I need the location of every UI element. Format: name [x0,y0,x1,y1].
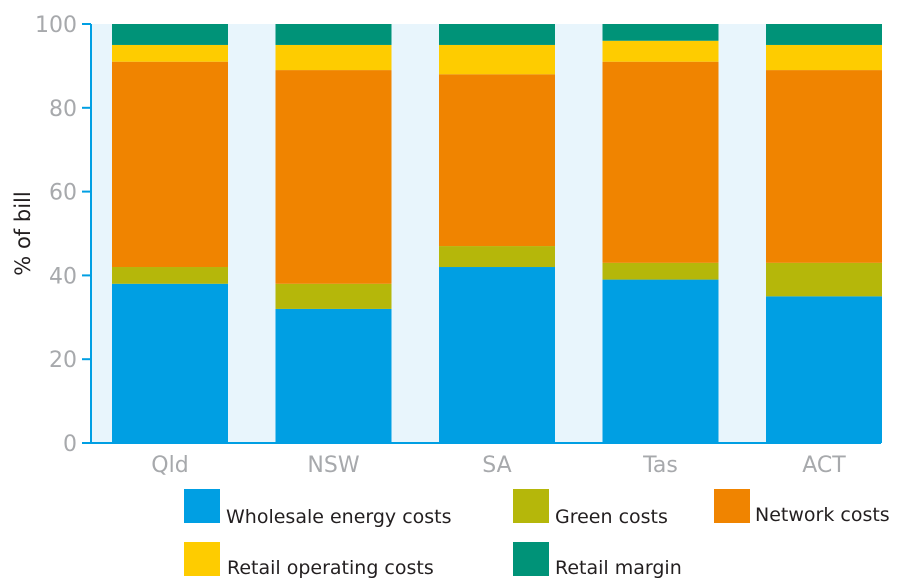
bar-segment-nsw-3 [275,70,392,284]
bar-segment-qld-5 [112,24,228,45]
y-tick-labels: 0 20 40 60 80 100 [35,13,91,457]
legend-label: Retail margin [555,557,682,579]
bar-segment-sa-3 [439,74,555,247]
bar-segment-nsw-4 [275,44,392,71]
legend-item-1: Wholesale energy costs [184,489,452,528]
bar-segment-sa-2 [439,246,555,268]
x-tick-label-tas: Tas [642,453,678,478]
x-tick-labels: Qld NSW SA Tas ACT [151,453,846,478]
legend-item-2: Green costs [513,489,668,528]
bar-segment-tas-4 [602,40,719,62]
bar-segment-act-5 [766,24,882,45]
bar-segment-act-3 [766,70,882,263]
y-tick-label: 80 [49,97,77,122]
bar-segment-nsw-2 [275,283,392,309]
legend-label: Wholesale energy costs [226,506,452,528]
legend-item-5: Retail margin [513,542,682,579]
bar-segment-qld-2 [112,267,228,284]
bar-segment-qld-3 [112,61,228,268]
bar-segment-act-2 [766,262,882,297]
x-tick-label-nsw: NSW [307,453,359,478]
x-tick-label-sa: SA [482,453,511,478]
x-tick-label-act: ACT [802,453,846,478]
bar-segment-qld-1 [112,283,228,443]
legend-item-4: Retail operating costs [184,542,434,579]
legend-label: Green costs [555,506,668,528]
bar-segment-nsw-1 [275,308,392,443]
y-tick-label: 40 [49,264,77,289]
bar-segment-nsw-5 [275,24,392,45]
bar-segment-sa-4 [439,44,555,75]
x-tick-label-qld: Qld [151,453,188,478]
bar-segment-sa-5 [439,24,555,45]
bar-segment-sa-1 [439,267,555,443]
bar-segment-act-1 [766,296,882,443]
y-tick-label: 60 [49,181,77,206]
y-tick-label: 0 [63,432,77,457]
legend-label: Network costs [755,504,890,526]
legend-swatch [513,542,549,576]
y-axis-title: % of bill [11,191,35,275]
bar-segment-tas-2 [602,262,719,280]
y-tick-label: 100 [35,13,77,38]
bar-segment-tas-5 [602,24,719,41]
bar-segment-act-4 [766,44,882,71]
bar-segment-tas-1 [602,279,719,443]
y-tick-label: 20 [49,348,77,373]
legend-item-3: Network costs [714,489,890,526]
legend-swatch [184,542,220,576]
legend-label: Retail operating costs [227,557,434,579]
bar-segment-qld-4 [112,44,228,62]
bars-layer [112,24,882,443]
legend-swatch [184,489,220,523]
legend: Wholesale energy costs Green costs Network… [184,489,890,579]
legend-swatch [714,489,750,523]
bar-segment-tas-3 [602,61,719,263]
legend-swatch [513,489,549,523]
